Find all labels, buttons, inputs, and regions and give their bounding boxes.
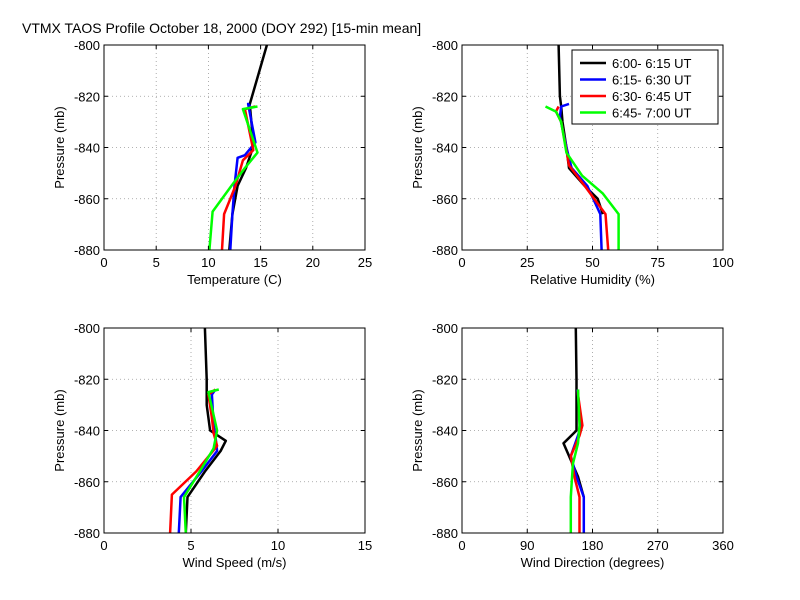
x-tick-label: 25 (520, 255, 534, 270)
x-tick-label: 15 (358, 538, 372, 553)
y-tick-label: -800 (432, 38, 458, 53)
x-tick-label: 10 (201, 255, 215, 270)
y-tick-label: -840 (74, 424, 100, 439)
y-tick-label: -820 (432, 372, 458, 387)
series-line-6-45-7-00 (569, 389, 581, 533)
x-tick-label: 5 (187, 538, 194, 553)
legend-entry: 6:00- 6:15 UT (580, 56, 692, 71)
wind-direction-panel: 0 90 180 270 360 -800 -820 -840 -860 -880 Wind Dir… (410, 321, 734, 570)
y-tick-label: -860 (74, 475, 100, 490)
x-tick-label: 0 (458, 538, 465, 553)
y-tick-label: -880 (74, 243, 100, 258)
y-tick-label: -820 (74, 372, 100, 387)
series-line-6-00-6-15 (184, 328, 228, 533)
plot-area (462, 328, 723, 533)
y-axis-label: Pressure (mb) (52, 389, 67, 471)
legend-label: 6:15- 6:30 UT (612, 73, 692, 88)
series-line-6-45-7-00 (208, 105, 259, 250)
x-tick-label: 10 (271, 538, 285, 553)
series-line-6-15-6-30 (229, 102, 257, 250)
legend-entry: 6:45- 7:00 UT (580, 106, 692, 121)
y-tick-label: -820 (74, 89, 100, 104)
y-tick-label: -860 (74, 192, 100, 207)
legend: 6:00- 6:15 UT 6:15- 6:30 UT6:30- 6:45 UT 6… (571, 49, 719, 125)
temperature-panel: 0 5 10 15 20 25 -800 -820 -840 -860 -880 Temperatur… (52, 38, 372, 287)
legend-label: 6:45- 7:00 UT (612, 106, 692, 121)
y-tick-label: -860 (432, 192, 458, 207)
legend-label: 6:00- 6:15 UT (612, 56, 692, 71)
series-line-6-45-7-00 (544, 105, 620, 250)
series-group (544, 45, 620, 250)
y-tick-label: -860 (432, 475, 458, 490)
x-axis-label: Wind Direction (degrees) (521, 555, 665, 570)
legend-entry: 6:30- 6:45 UT (580, 89, 692, 104)
y-tick-label: -800 (74, 321, 100, 336)
x-axis-label: Relative Humidity (%) (530, 272, 655, 287)
y-tick-label: -880 (432, 243, 458, 258)
x-tick-label: 0 (100, 538, 107, 553)
series-line-6-45-7-00 (182, 388, 220, 533)
x-tick-label: 360 (712, 538, 734, 553)
series-group (168, 328, 228, 533)
x-tick-label: 0 (100, 255, 107, 270)
y-tick-label: -840 (74, 141, 100, 156)
y-tick-label: -800 (432, 321, 458, 336)
x-axis-label: Temperature (C) (187, 272, 282, 287)
figure-title: VTMX TAOS Profile October 18, 2000 (DOY … (22, 20, 421, 36)
y-tick-label: -840 (432, 141, 458, 156)
y-tick-label: -820 (432, 89, 458, 104)
y-axis-label: Pressure (mb) (410, 106, 425, 188)
plot-area (104, 45, 365, 250)
y-tick-label: -800 (74, 38, 100, 53)
x-axis-label: Wind Speed (m/s) (182, 555, 286, 570)
series-group (208, 45, 269, 250)
legend-label: 6:30- 6:45 UT (612, 89, 692, 104)
wind-speed-panel: 0 5 10 15 -800 -820 -840 -860 -880 Wind Speed (m/… (52, 321, 372, 570)
y-axis-label: Pressure (mb) (52, 106, 67, 188)
y-axis-label: Pressure (mb) (410, 389, 425, 471)
x-tick-label: 15 (253, 255, 267, 270)
x-tick-label: 0 (458, 255, 465, 270)
y-tick-label: -840 (432, 424, 458, 439)
x-tick-label: 20 (306, 255, 320, 270)
x-tick-label: 180 (582, 538, 604, 553)
plot-area (104, 328, 365, 533)
x-tick-label: 50 (585, 255, 599, 270)
x-tick-label: 100 (712, 255, 734, 270)
x-tick-label: 5 (153, 255, 160, 270)
series-group (562, 328, 586, 533)
x-tick-label: 90 (520, 538, 534, 553)
y-tick-label: -880 (432, 526, 458, 541)
y-tick-label: -880 (74, 526, 100, 541)
x-tick-label: 270 (647, 538, 669, 553)
x-tick-label: 25 (358, 255, 372, 270)
legend-entry: 6:15- 6:30 UT (580, 73, 692, 88)
x-tick-label: 75 (651, 255, 665, 270)
